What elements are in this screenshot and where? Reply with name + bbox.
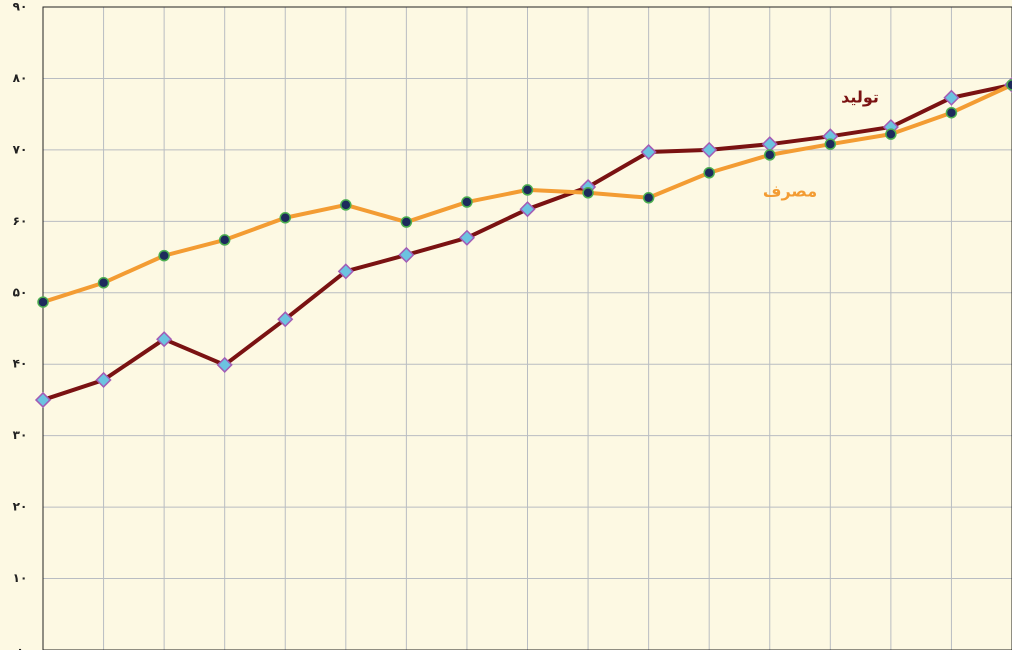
y-tick-label: ۹۰ <box>13 0 28 14</box>
marker <box>277 311 294 328</box>
marker <box>97 277 110 289</box>
y-tick-label: ۵۰ <box>13 285 28 299</box>
marker <box>461 196 473 208</box>
marker <box>337 263 354 280</box>
plot-frame <box>42 6 1012 650</box>
marker <box>642 192 655 204</box>
marker <box>824 138 837 150</box>
marker <box>701 141 718 158</box>
marker <box>582 187 594 199</box>
marker <box>885 128 897 140</box>
marker <box>398 246 415 263</box>
y-tick-label: ۷۰ <box>13 142 28 156</box>
marker <box>340 199 352 211</box>
series-label: تولید <box>841 88 879 107</box>
marker <box>761 136 778 153</box>
y-tick-label: ۴۰ <box>13 357 28 371</box>
marker <box>945 106 958 119</box>
marker <box>1006 79 1012 91</box>
y-tick-label: ۸۰ <box>13 71 28 85</box>
marker <box>519 201 536 218</box>
marker <box>703 167 715 179</box>
marker <box>764 149 776 161</box>
y-tick-label: ۰ <box>16 643 23 650</box>
marker <box>400 216 413 228</box>
marker <box>37 296 49 308</box>
y-tick-label: ۶۰ <box>13 214 28 228</box>
series-label: مصرف <box>763 182 817 201</box>
marker <box>943 89 960 106</box>
marker <box>640 143 657 161</box>
marker <box>34 391 52 409</box>
marker <box>158 249 170 262</box>
marker <box>521 184 534 196</box>
y-tick-label: ۳۰ <box>13 428 28 442</box>
marker <box>95 371 112 389</box>
marker <box>279 212 291 224</box>
marker <box>458 229 475 246</box>
marker <box>156 331 173 348</box>
marker <box>216 356 233 373</box>
marker <box>218 234 231 246</box>
y-tick-label: ۲۰ <box>13 500 28 514</box>
y-tick-label: ۱۰ <box>13 571 28 585</box>
